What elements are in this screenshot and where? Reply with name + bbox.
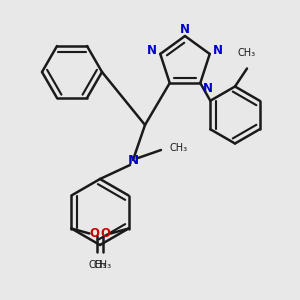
- Text: CH₃: CH₃: [94, 260, 112, 271]
- Text: N: N: [213, 44, 223, 58]
- Text: N: N: [203, 82, 213, 94]
- Text: O: O: [89, 227, 99, 240]
- Text: CH₃: CH₃: [238, 49, 256, 58]
- Text: N: N: [147, 44, 157, 58]
- Text: N: N: [128, 154, 139, 166]
- Text: CH₃: CH₃: [88, 260, 106, 271]
- Text: O: O: [100, 227, 111, 240]
- Text: CH₃: CH₃: [169, 143, 187, 153]
- Text: N: N: [180, 22, 190, 35]
